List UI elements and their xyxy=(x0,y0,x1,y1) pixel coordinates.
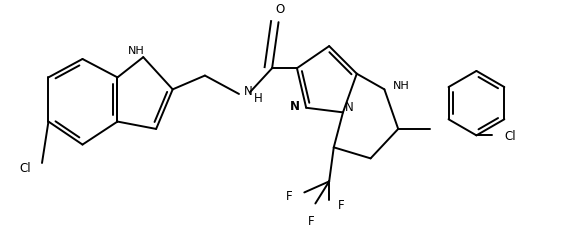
Text: H: H xyxy=(254,92,262,105)
Text: N: N xyxy=(290,100,300,113)
Text: F: F xyxy=(307,214,314,227)
Text: N: N xyxy=(345,101,353,114)
Text: F: F xyxy=(286,189,292,202)
Text: NH: NH xyxy=(127,46,145,56)
Text: Cl: Cl xyxy=(19,161,31,174)
Text: O: O xyxy=(276,3,285,16)
Text: F: F xyxy=(339,198,345,211)
Text: Cl: Cl xyxy=(504,129,516,142)
Text: NH: NH xyxy=(393,80,409,90)
Text: N: N xyxy=(244,84,252,97)
